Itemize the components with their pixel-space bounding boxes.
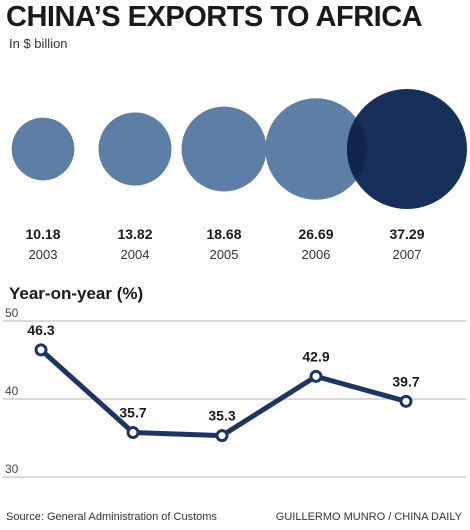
- bubble-2004: [98, 112, 172, 186]
- year-label: 2003: [29, 247, 58, 262]
- value-label: 37.29: [389, 226, 424, 242]
- point-value-label: 39.7: [392, 373, 419, 389]
- point-value-label: 46.3: [27, 322, 54, 338]
- credit-note: GUILLERMO MUNRO / CHINA DAILY: [275, 511, 462, 523]
- unit-subtitle: In $ billion: [9, 36, 68, 51]
- point-value-label: 35.7: [119, 405, 146, 421]
- value-label: 10.18: [25, 226, 60, 242]
- data-point-2004: [126, 426, 140, 440]
- data-point-2006: [309, 369, 323, 383]
- bubble-2003: [11, 117, 75, 181]
- data-point-2005: [215, 429, 229, 443]
- point-value-label: 35.3: [208, 408, 235, 424]
- source-note: Source: General Administration of Custom…: [6, 511, 217, 523]
- data-point-2003: [34, 343, 48, 357]
- bubble-2006: [265, 98, 367, 200]
- value-label: 26.69: [298, 226, 333, 242]
- data-point-2007: [399, 394, 413, 408]
- bubble-chart: 10.18 2003 13.82 2004 18.68 2005 26.69 2006 37.2…: [11, 89, 467, 262]
- y-tick-label: 40: [5, 384, 19, 398]
- value-label: 18.68: [206, 226, 241, 242]
- point-value-label: 42.9: [302, 348, 329, 364]
- year-label: 2004: [121, 247, 150, 262]
- y-tick-label: 50: [5, 306, 19, 320]
- year-label: 2006: [302, 247, 331, 262]
- bubble-2007: [347, 89, 467, 209]
- year-label: 2007: [393, 247, 422, 262]
- value-label: 13.82: [117, 226, 152, 242]
- year-label: 2005: [210, 247, 239, 262]
- chart-title: CHINA’S EXPORTS TO AFRICA: [6, 1, 423, 33]
- line-chart-title: Year-on-year (%): [9, 284, 144, 303]
- y-tick-label: 30: [5, 462, 19, 476]
- bubble-2005: [181, 106, 267, 192]
